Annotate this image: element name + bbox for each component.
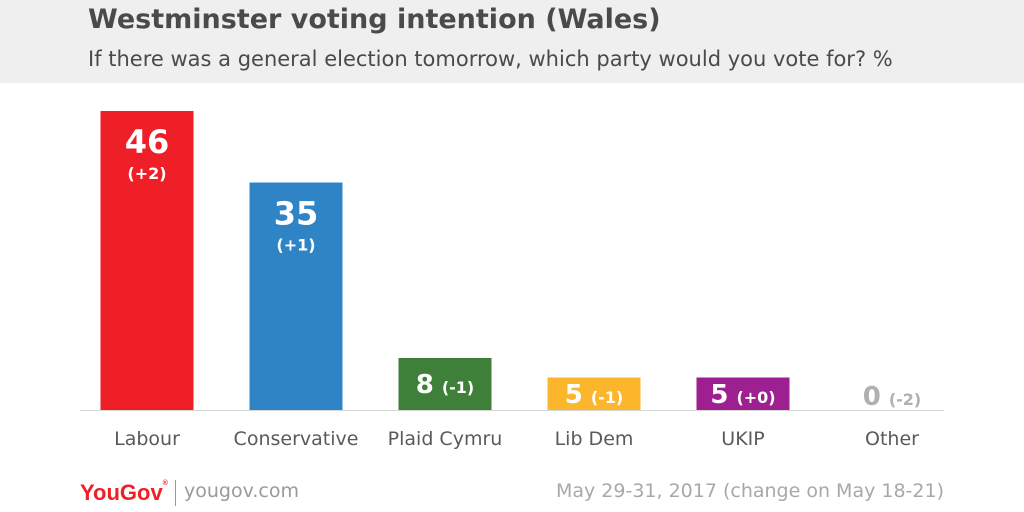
change-label: (+0): [736, 388, 775, 407]
bar-labour: [100, 111, 194, 410]
change-label: (-2): [889, 390, 921, 409]
change-label: (-1): [591, 388, 623, 407]
category-label: Conservative: [234, 428, 359, 450]
yougov-logo: YouGov®: [80, 480, 168, 506]
bar-plaid-cymru: [398, 358, 492, 410]
value-change-label: 8 (-1): [416, 370, 475, 400]
website-link[interactable]: yougov.com: [184, 480, 299, 502]
footer-divider: [175, 480, 176, 506]
bar-lib-dem: [547, 377, 641, 410]
chart-subtitle: If there was a general election tomorrow…: [88, 47, 893, 71]
change-label: (-1): [442, 378, 474, 397]
value-label: 46: [125, 123, 170, 161]
yougov-logo-text: YouGov: [80, 480, 163, 505]
value-label: 8: [416, 370, 434, 400]
bar-ukip: [696, 377, 790, 410]
change-label: (+1): [276, 236, 315, 255]
value-label: 0: [863, 382, 881, 412]
registered-mark: ®: [162, 480, 168, 487]
category-label: Other: [865, 428, 919, 450]
chart-title: Westminster voting intention (Wales): [88, 4, 661, 35]
value-change-label: 0 (-2): [863, 382, 922, 412]
value-change-label: 5 (+0): [710, 380, 775, 410]
date-note: May 29-31, 2017 (change on May 18-21): [555, 480, 944, 502]
value-label: 5: [710, 380, 728, 410]
category-label: Plaid Cymru: [388, 428, 503, 450]
header-band: Westminster voting intention (Wales) If …: [0, 0, 1024, 83]
category-label: Lib Dem: [555, 428, 634, 450]
value-label: 5: [565, 380, 583, 410]
change-label: (+2): [127, 164, 166, 183]
category-label: UKIP: [721, 428, 764, 450]
value-change-label: 5 (-1): [565, 380, 624, 410]
category-label: Labour: [114, 428, 180, 450]
value-label: 35: [274, 195, 319, 233]
bar-conservative: [249, 182, 343, 410]
